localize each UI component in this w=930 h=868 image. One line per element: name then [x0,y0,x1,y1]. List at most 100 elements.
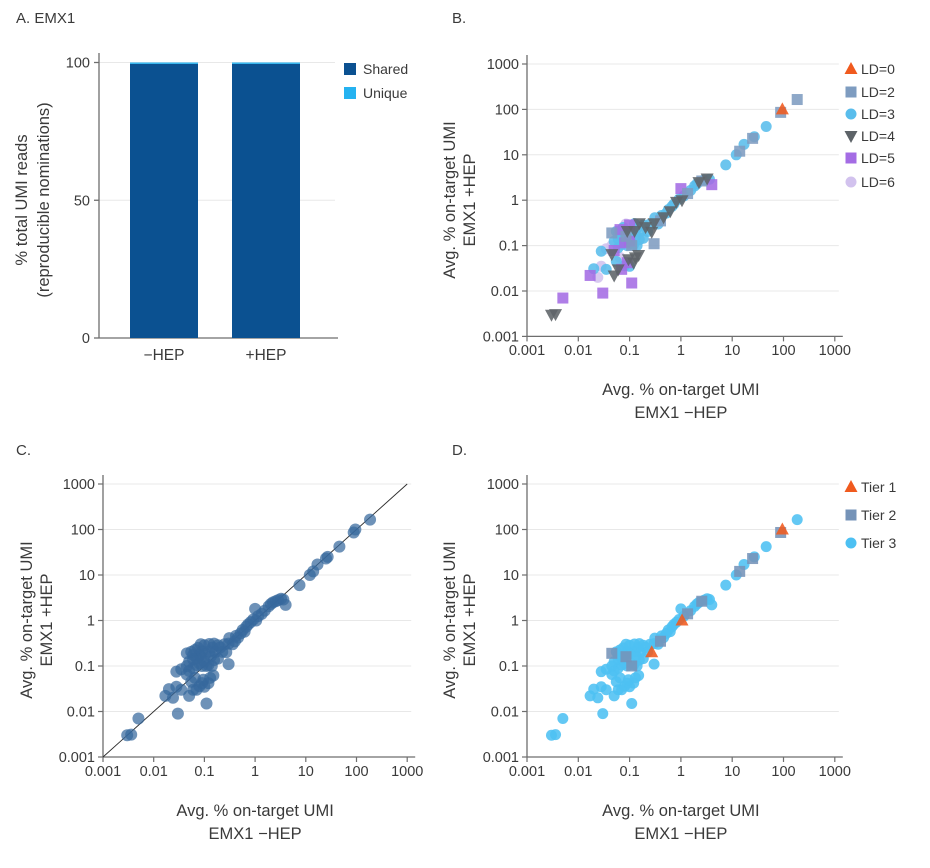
svg-text:EMX1 −HEP: EMX1 −HEP [209,825,302,843]
point-tier-2 [606,647,618,659]
point-tier-3 [597,708,609,720]
svg-text:0.01: 0.01 [67,705,95,721]
point-ld-4 [639,222,653,235]
legend-marker-tier-1 [844,480,858,492]
svg-text:0.1: 0.1 [620,343,640,359]
bar-shared-1 [232,63,300,338]
svg-text:10: 10 [724,764,740,780]
svg-text:Avg. % on-target UMI: Avg. % on-target UMI [441,541,459,698]
svg-text:LD=4: LD=4 [861,128,895,144]
point [171,707,184,720]
svg-text:0.001: 0.001 [483,750,519,766]
point [222,658,235,671]
point-ld-4 [628,225,642,238]
point-ld-4 [657,212,671,225]
point-ld-2 [648,238,660,250]
point-ld-4 [675,195,689,208]
point [321,550,334,563]
legend-marker-ld-6 [845,176,857,188]
svg-text:100: 100 [771,343,795,359]
legend-swatch-unique [344,87,356,99]
svg-text:EMX1 −HEP: EMX1 −HEP [634,825,727,843]
point-ld-2 [747,132,759,144]
svg-text:Tier 2: Tier 2 [861,507,896,523]
point-tier-2 [696,595,708,607]
legend-marker-ld-2 [845,86,857,98]
point [277,593,290,606]
point-ld-2 [620,230,632,242]
svg-text:1000: 1000 [819,343,851,359]
point-ld-3 [760,121,772,133]
point-tier-1 [675,613,689,626]
svg-text:LD=3: LD=3 [861,106,895,122]
point-ld-5 [675,183,687,195]
point-ld-2 [734,145,746,157]
point-tier-1 [645,645,659,658]
svg-text:0.001: 0.001 [483,329,519,345]
svg-text:1000: 1000 [63,477,95,493]
point-ld-4 [692,177,706,190]
svg-text:10: 10 [79,568,95,584]
point-tier-3 [760,541,772,553]
svg-text:0: 0 [82,331,90,347]
legend-marker-ld-0 [844,62,858,74]
svg-text:LD=2: LD=2 [861,84,895,100]
svg-text:Avg. % on-target UMI: Avg. % on-target UMI [441,121,459,278]
svg-text:100: 100 [495,102,519,118]
legend-swatch-shared [344,63,356,75]
legend-marker-ld-4 [844,131,858,143]
point-ld-5 [624,219,636,231]
svg-text:Avg. % on-target UMI: Avg. % on-target UMI [176,802,333,820]
point-ld-5 [584,269,596,281]
panel-a-bar-chart: 0 50 100 −HEP +HEP % total UMI reads (reproduc… [13,53,408,364]
point-tier-3 [626,697,638,709]
svg-text:% total UMI reads: % total UMI reads [13,134,31,265]
svg-text:10: 10 [298,764,314,780]
svg-text:100: 100 [66,56,90,72]
svg-text:100: 100 [495,523,519,539]
svg-text:+HEP: +HEP [246,347,287,364]
svg-text:0.001: 0.001 [85,764,121,780]
point-ld-5 [557,292,569,304]
svg-text:0.1: 0.1 [620,764,640,780]
point-ld-0 [775,102,789,115]
svg-text:10: 10 [503,148,519,164]
point [132,712,145,725]
point-tier-2 [620,651,632,663]
svg-text:0.1: 0.1 [194,764,214,780]
svg-text:1: 1 [511,193,519,209]
svg-text:0.001: 0.001 [509,343,545,359]
svg-text:EMX1 −HEP: EMX1 −HEP [634,404,727,422]
svg-text:10: 10 [503,568,519,584]
point-ld-4 [663,206,677,219]
svg-text:1: 1 [87,614,95,630]
point-ld-5 [597,287,609,299]
svg-text:100: 100 [771,764,795,780]
svg-text:EMX1 +HEP: EMX1 +HEP [461,153,479,246]
point-tier-3 [592,692,604,704]
point-ld-4 [647,218,661,231]
point-ld-4 [645,226,659,239]
svg-text:Avg. % on-target UMI: Avg. % on-target UMI [602,802,759,820]
svg-text:50: 50 [74,193,90,209]
svg-text:0.01: 0.01 [564,343,592,359]
legend-marker-tier-3 [845,537,857,549]
point-tier-3 [791,514,803,526]
point [207,669,220,682]
legend-marker-ld-3 [845,108,857,120]
point-ld-3 [595,245,607,257]
svg-text:1000: 1000 [487,477,519,493]
svg-text:Shared: Shared [363,61,408,77]
svg-text:1: 1 [251,764,259,780]
svg-text:0.001: 0.001 [59,750,95,766]
svg-text:(reproducible nominations): (reproducible nominations) [35,102,53,297]
svg-text:LD=0: LD=0 [861,61,895,77]
point-ld-4 [700,173,714,186]
point [200,697,213,710]
point-tier-2 [626,660,638,672]
point [311,558,324,571]
svg-text:0.1: 0.1 [75,659,95,675]
legend-marker-ld-5 [845,152,857,164]
